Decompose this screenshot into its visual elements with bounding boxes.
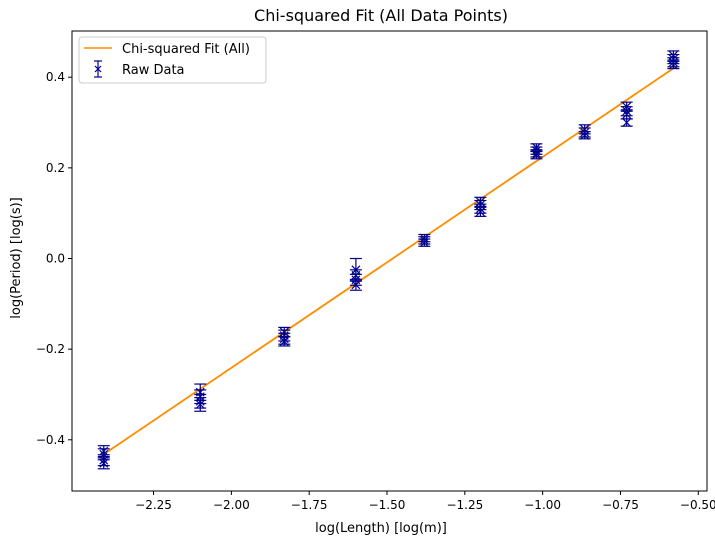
- data-point: [530, 150, 543, 160]
- data-point: [620, 118, 633, 127]
- y-tick-label: 0.0: [46, 252, 65, 266]
- data-point: [578, 130, 591, 140]
- x-marker: [668, 60, 678, 70]
- x-tick-label: −0.75: [602, 498, 639, 512]
- data-point: [97, 457, 110, 470]
- x-marker: [99, 458, 109, 468]
- data-point: [474, 206, 487, 217]
- legend-label-fit: Chi-squared Fit (All): [122, 42, 250, 57]
- x-axis: −2.25 −2.00 −1.75 −1.50 −1.25 −1.00 −0.75 −0.50: [135, 491, 715, 512]
- y-tick-label: 0.4: [46, 70, 65, 84]
- x-axis-label: log(Length) [log(m)]: [315, 521, 447, 536]
- plot-frame: [71, 30, 708, 492]
- x-marker: [195, 400, 205, 409]
- legend-label-raw: Raw Data: [122, 63, 185, 78]
- y-axis: −0.4 −0.2 0.0 0.2 0.4: [36, 70, 72, 447]
- data-point: [194, 397, 207, 412]
- data-point: [349, 278, 362, 291]
- x-tick-label: −2.00: [213, 498, 250, 512]
- x-tick-label: −1.25: [446, 498, 483, 512]
- x-marker: [279, 337, 289, 346]
- x-tick-label: −0.50: [680, 498, 715, 512]
- legend-box: [78, 36, 267, 84]
- x-marker: [351, 280, 361, 290]
- x-marker: [419, 238, 429, 248]
- x-marker: [475, 207, 485, 217]
- x-tick-label: −1.75: [291, 498, 328, 512]
- x-tick-label: −1.00: [524, 498, 561, 512]
- data-point: [620, 109, 633, 120]
- y-tick-label: 0.2: [46, 161, 65, 175]
- y-tick-label: −0.4: [36, 433, 65, 447]
- legend-errorbar-swatch: [94, 60, 102, 78]
- data-point: [667, 60, 680, 70]
- plot-area: [97, 50, 680, 470]
- chart-title: Chi-squared Fit (All Data Points): [254, 6, 508, 25]
- x-marker: [531, 150, 541, 160]
- x-tick-label: −2.25: [135, 498, 172, 512]
- data-point: [418, 238, 431, 248]
- data-point: [278, 336, 291, 347]
- y-tick-label: −0.2: [36, 342, 65, 356]
- x-tick-label: −1.50: [369, 498, 406, 512]
- x-marker: [622, 109, 632, 119]
- x-marker: [580, 130, 590, 140]
- x-marker: [622, 118, 632, 127]
- y-axis-label: log(Period) [log(s)]: [9, 197, 24, 319]
- legend: Chi-squared Fit (All) Raw Data: [78, 36, 267, 84]
